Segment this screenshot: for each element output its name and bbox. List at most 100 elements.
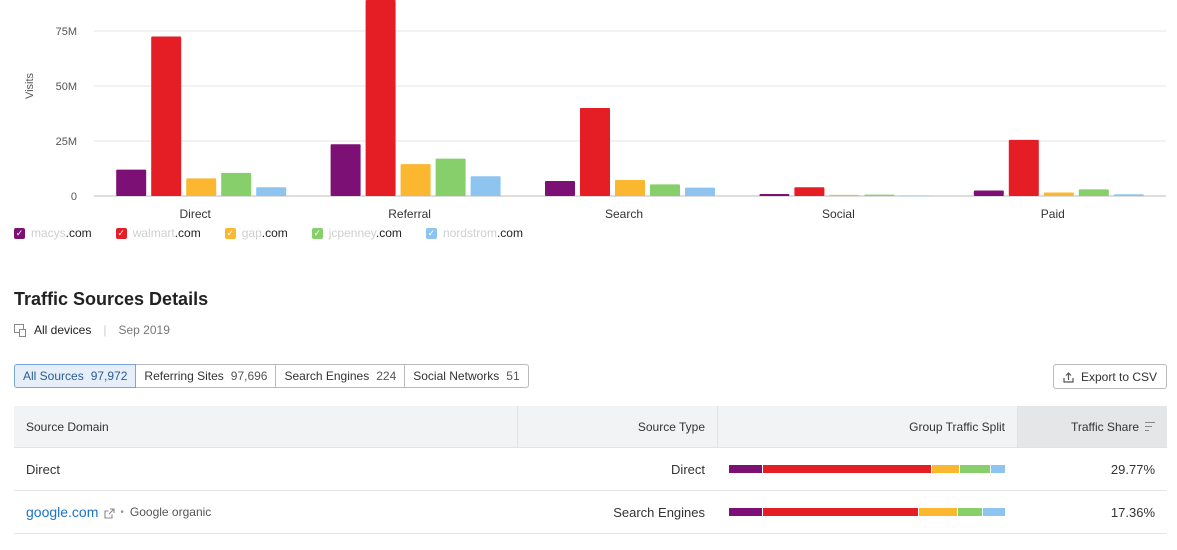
bar-nordstrom-referral	[470, 176, 501, 196]
cell-source-domain: Direct	[14, 462, 517, 477]
x-category-label: Search	[605, 207, 643, 221]
cell-source-type: Direct	[517, 462, 717, 477]
tab-search-engines[interactable]: Search Engines 224	[276, 364, 406, 388]
cell-traffic-split	[717, 508, 1017, 516]
traffic-sources-table: Source Domain Source Type Group Traffic …	[14, 406, 1167, 534]
split-segment	[960, 465, 991, 473]
source-domain-text: Direct	[26, 461, 60, 477]
tab-label: Referring Sites	[144, 369, 224, 383]
bar-macys-paid	[973, 190, 1004, 196]
bar-nordstrom-search	[685, 187, 715, 196]
export-icon	[1063, 371, 1074, 383]
legend-label-tld: .com	[174, 226, 201, 240]
legend-item[interactable]: ✓ nordstrom.com	[425, 226, 523, 240]
bar-gap-social	[829, 194, 860, 196]
cell-traffic-share: 29.77%	[1017, 462, 1167, 477]
legend-item[interactable]: ✓ jcpenney.com	[311, 226, 402, 240]
cell-traffic-share: 17.36%	[1017, 505, 1167, 520]
bar-jcpenney-paid	[1078, 189, 1109, 196]
devices-icon	[14, 324, 26, 337]
source-sub-label: Google organic	[129, 505, 212, 519]
bar-jcpenney-search	[650, 184, 680, 196]
x-category-label: Social	[822, 207, 855, 221]
split-segment	[983, 508, 1005, 516]
details-meta: All devices | Sep 2019	[14, 323, 170, 337]
header-traffic-share[interactable]: Traffic Share	[1017, 406, 1167, 447]
legend-label: nordstrom.com	[443, 226, 523, 240]
y-tick-label: 25M	[56, 136, 77, 148]
y-tick-label: 50M	[56, 81, 77, 93]
split-segment	[729, 508, 762, 516]
legend-item[interactable]: ✓ walmart.com	[115, 226, 201, 240]
split-segment	[918, 508, 957, 516]
split-segment	[729, 465, 762, 473]
table-row: google.com • Google organic Search Engines 1…	[14, 491, 1167, 534]
x-category-label: Direct	[180, 207, 212, 221]
sort-icon[interactable]	[1145, 422, 1155, 431]
bullet-separator: •	[120, 506, 124, 518]
bar-macys-social	[759, 194, 790, 196]
table-header: Source Domain Source Type Group Traffic …	[14, 406, 1167, 448]
legend-label: jcpenney.com	[329, 226, 402, 240]
bar-gap-direct	[186, 178, 217, 196]
source-domain-link[interactable]: google.com	[26, 504, 99, 520]
bar-gap-search	[615, 179, 645, 196]
legend-label: gap.com	[242, 226, 288, 240]
cell-source-domain: google.com • Google organic	[14, 504, 517, 520]
legend-label-tld: .com	[375, 226, 402, 240]
tab-social-networks[interactable]: Social Networks 51	[405, 364, 529, 388]
split-segment	[957, 508, 983, 516]
legend-checkbox-icon[interactable]: ✓	[224, 227, 236, 239]
tab-count: 224	[376, 369, 397, 383]
bar-jcpenney-referral	[435, 158, 466, 196]
x-category-label: Referral	[388, 207, 431, 221]
legend-item[interactable]: ✓ macys.com	[14, 226, 92, 240]
table-row: Direct Direct 29.77%	[14, 448, 1167, 491]
legend-checkbox-icon[interactable]: ✓	[115, 227, 127, 239]
date-label: Sep 2019	[118, 323, 170, 337]
split-segment	[762, 508, 918, 516]
legend-label: macys.com	[31, 226, 92, 240]
tab-count: 97,696	[230, 369, 268, 383]
bar-macys-direct	[116, 169, 147, 196]
split-segment	[932, 465, 960, 473]
legend-label-tld: .com	[261, 226, 288, 240]
header-source-type[interactable]: Source Type	[517, 406, 717, 447]
bar-walmart-social	[794, 187, 825, 196]
legend-label-tld: .com	[496, 226, 523, 240]
export-csv-button[interactable]: Export to CSV	[1053, 364, 1167, 389]
tab-all-sources[interactable]: All Sources 97,972	[14, 364, 137, 388]
legend-label-name: gap	[241, 226, 262, 240]
traffic-share-value: 29.77%	[1110, 461, 1155, 477]
x-category-label: Paid	[1041, 207, 1065, 221]
tab-label: All Sources	[23, 369, 84, 383]
cell-source-type: Search Engines	[517, 505, 717, 520]
traffic-share-value: 17.36%	[1110, 504, 1155, 520]
tab-label: Social Networks	[413, 369, 500, 383]
source-type-text: Direct	[671, 461, 705, 477]
tab-referring-sites[interactable]: Referring Sites 97,696	[136, 364, 277, 388]
bar-walmart-direct	[151, 36, 182, 196]
header-group-traffic-split[interactable]: Group Traffic Split	[717, 406, 1017, 447]
legend-label: walmart.com	[133, 226, 201, 240]
split-segment	[991, 465, 1005, 473]
source-tabs: All Sources 97,972 Referring Sites 97,696 Se…	[14, 364, 529, 388]
bar-gap-referral	[400, 164, 431, 196]
legend-label-name: nordstrom	[442, 226, 497, 240]
bar-gap-paid	[1043, 192, 1074, 196]
y-axis-label: Visits	[24, 72, 36, 99]
legend-checkbox-icon[interactable]: ✓	[14, 227, 25, 239]
legend-label-name: jcpenney	[328, 226, 376, 240]
external-link-icon[interactable]	[104, 507, 115, 519]
legend-checkbox-icon[interactable]: ✓	[425, 227, 437, 239]
device-filter[interactable]: All devices	[34, 323, 92, 337]
source-type-text: Search Engines	[613, 504, 705, 520]
legend-item[interactable]: ✓ gap.com	[224, 226, 288, 240]
y-tick-label: 0	[71, 191, 77, 203]
tab-count: 51	[506, 369, 520, 383]
header-source-domain[interactable]: Source Domain	[26, 419, 109, 434]
bar-walmart-search	[580, 108, 610, 196]
traffic-split-bar	[729, 508, 1005, 516]
traffic-chart: 0 25M 50M 75M Visits Direct Referral Search Soci…	[0, 0, 1177, 250]
legend-checkbox-icon[interactable]: ✓	[311, 227, 323, 239]
